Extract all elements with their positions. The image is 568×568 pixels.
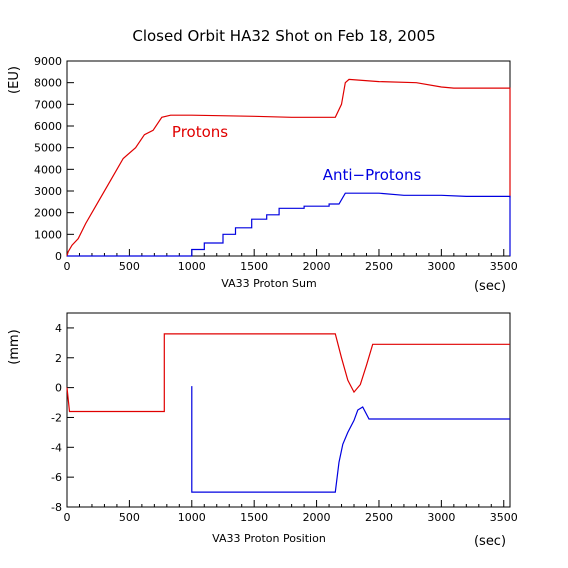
bottom-ytick-label: -2 <box>51 411 62 424</box>
top-xtick-label: 2500 <box>365 260 393 273</box>
bottom-series-line-red <box>66 333 510 413</box>
page-title: Closed Orbit HA32 Shot on Feb 18, 2005 <box>132 27 435 45</box>
bottom-ytick-label: 4 <box>55 322 62 335</box>
top-ylabel: (EU) <box>7 66 22 94</box>
bottom-xtick-label: 500 <box>119 511 140 524</box>
top-ytick-label: 7000 <box>34 98 62 111</box>
top-ytick-label: 1000 <box>34 228 62 241</box>
top-xtick-label: 1500 <box>240 260 268 273</box>
bottom-series-line-blue <box>191 386 510 493</box>
bottom-xunit: (sec) <box>474 534 506 549</box>
bottom-xtick-label: 3000 <box>427 511 455 524</box>
top-xlabel: VA33 Proton Sum <box>221 277 316 290</box>
bottom-ytick-label: -6 <box>51 471 62 484</box>
bottom-ytick-label: -8 <box>51 501 62 514</box>
top-ytick-label: 4000 <box>34 163 62 176</box>
top-ytick-label: 9000 <box>34 55 62 68</box>
top-xtick-label: 500 <box>119 260 140 273</box>
bottom-ytick-label: 2 <box>55 352 62 365</box>
top-ytick-label: 2000 <box>34 207 62 220</box>
bottom-xtick-label: 2000 <box>303 511 331 524</box>
bottom-plot: (mm) VA33 Proton Position (sec) 0 500 1000… <box>7 312 518 549</box>
top-ytick-label: 3000 <box>34 185 62 198</box>
bottom-xlabel: VA33 Proton Position <box>212 532 326 545</box>
bottom-xtick-label: 0 <box>64 511 71 524</box>
bottom-xtick-label: 2500 <box>365 511 393 524</box>
top-series-line-red <box>66 78 511 257</box>
bottom-ytick-label: 0 <box>55 382 62 395</box>
bottom-xtick-label: 3500 <box>490 511 518 524</box>
bottom-xtick-label: 1500 <box>240 511 268 524</box>
bottom-xtick-label: 1000 <box>178 511 206 524</box>
top-ytick-label: 6000 <box>34 120 62 133</box>
bottom-ytick-label: -4 <box>51 441 62 454</box>
top-xunit: (sec) <box>474 279 506 294</box>
bottom-plot-frame <box>66 312 511 508</box>
top-xtick-label: 3000 <box>427 260 455 273</box>
top-plot: (EU) VA33 Proton Sum (sec) Protons Anti−… <box>7 55 518 294</box>
top-xtick-label: 3500 <box>490 260 518 273</box>
top-xtick-label: 0 <box>64 260 71 273</box>
top-ytick-label: 0 <box>55 250 62 263</box>
top-xtick-label: 1000 <box>178 260 206 273</box>
bottom-ylabel: (mm) <box>7 329 22 364</box>
top-xtick-label: 2000 <box>303 260 331 273</box>
top-ytick-label: 5000 <box>34 142 62 155</box>
protons-label: Protons <box>172 123 228 141</box>
antiprotons-label: Anti−Protons <box>323 166 422 184</box>
top-series-line-blue <box>67 192 511 257</box>
top-ytick-label: 8000 <box>34 77 62 90</box>
top-plot-frame <box>66 60 511 257</box>
